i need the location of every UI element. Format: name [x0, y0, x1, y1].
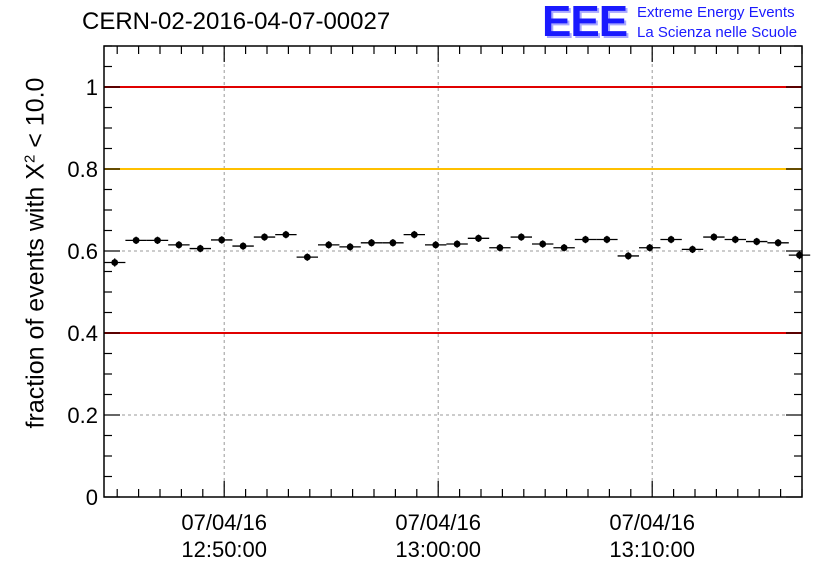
data-point — [175, 241, 183, 249]
data-point — [303, 253, 311, 261]
data-point — [111, 259, 119, 266]
y-tick-label: 0.6 — [67, 239, 98, 264]
x-tick-date-label: 07/04/16 — [395, 510, 481, 535]
chart-title: CERN-02-2016-04-07-00027 — [82, 8, 391, 35]
data-point — [132, 236, 140, 244]
data-point — [218, 236, 226, 244]
data-point — [560, 244, 568, 252]
data-point — [261, 233, 268, 241]
data-point — [154, 236, 161, 244]
y-tick-label: 0.8 — [67, 157, 98, 182]
data-point — [432, 241, 440, 249]
data-point — [624, 252, 632, 260]
data-point — [475, 234, 482, 242]
x-tick-date-label: 07/04/16 — [181, 510, 267, 535]
eee-logo: EEE Extreme Energy Events La Scienza nel… — [542, 0, 832, 46]
data-point — [282, 231, 290, 239]
data-point — [710, 233, 718, 241]
data-point — [496, 244, 504, 252]
data-point — [539, 240, 547, 248]
logo-line-2: La Scienza nelle Scuole — [637, 24, 798, 41]
y-tick-label: 0.2 — [67, 403, 98, 428]
data-point — [731, 236, 739, 243]
data-point — [603, 236, 611, 243]
x-tick-time-label: 13:00:00 — [395, 537, 481, 562]
data-point — [325, 241, 333, 249]
y-tick-label: 1 — [86, 75, 98, 100]
plot-frame — [103, 45, 803, 498]
data-point — [689, 245, 696, 253]
y-tick-label: 0.4 — [67, 321, 98, 346]
y-axis-label-sup: 2 — [21, 154, 39, 164]
data-point — [346, 243, 354, 251]
data-point — [774, 239, 782, 247]
data-point — [582, 236, 589, 243]
x-tick-date-label: 07/04/16 — [609, 510, 695, 535]
y-axis-label: fraction of events with X2 < 10.0 — [21, 78, 50, 429]
logo-mark: EEE — [542, 0, 628, 46]
y-tick-label: 0 — [86, 485, 98, 510]
data-point — [239, 242, 247, 250]
data-point — [368, 239, 375, 247]
data-point — [453, 240, 461, 248]
data-point — [796, 251, 803, 259]
y-axis-label-suffix: < 10.0 — [21, 77, 50, 155]
data-point — [667, 236, 675, 243]
x-tick-time-label: 13:10:00 — [609, 537, 695, 562]
x-tick-time-label: 12:50:00 — [181, 537, 267, 562]
logo-line-1: Extreme Energy Events — [637, 4, 795, 21]
data-point — [389, 239, 397, 247]
data-point — [517, 233, 525, 241]
y-axis-label-prefix: fraction of events with X — [21, 163, 50, 429]
data-point — [753, 238, 761, 245]
data-point — [196, 245, 204, 252]
data-point — [646, 244, 654, 252]
data-point — [410, 231, 418, 239]
